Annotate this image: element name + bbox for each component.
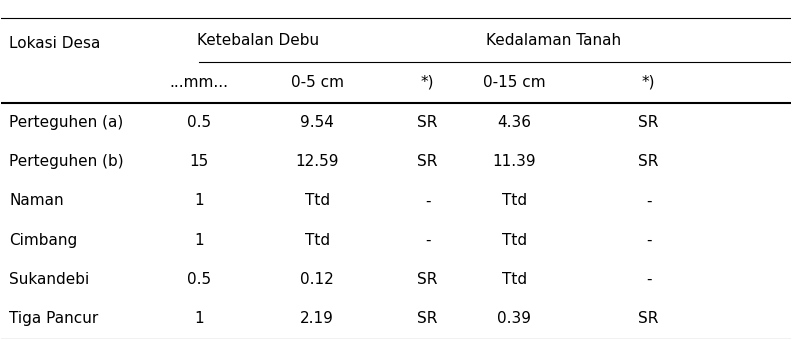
Text: 4.36: 4.36 — [497, 115, 531, 130]
Text: Perteguhen (b): Perteguhen (b) — [10, 154, 124, 169]
Text: 1: 1 — [194, 193, 204, 208]
Text: SR: SR — [417, 272, 438, 287]
Text: 0.5: 0.5 — [187, 272, 211, 287]
Text: Cimbang: Cimbang — [10, 233, 78, 248]
Text: -: - — [645, 233, 651, 248]
Text: -: - — [425, 233, 430, 248]
Text: Kedalaman Tanah: Kedalaman Tanah — [486, 33, 622, 48]
Text: Tiga Pancur: Tiga Pancur — [10, 311, 98, 326]
Text: 0.39: 0.39 — [497, 311, 531, 326]
Text: 0.5: 0.5 — [187, 115, 211, 130]
Text: -: - — [645, 272, 651, 287]
Text: 1: 1 — [194, 233, 204, 248]
Text: SR: SR — [417, 115, 438, 130]
Text: 0-15 cm: 0-15 cm — [483, 75, 546, 90]
Text: 11.39: 11.39 — [493, 154, 536, 169]
Text: Ttd: Ttd — [502, 272, 527, 287]
Text: 15: 15 — [189, 154, 208, 169]
Text: 1: 1 — [194, 311, 204, 326]
Text: Perteguhen (a): Perteguhen (a) — [10, 115, 124, 130]
Text: -: - — [425, 193, 430, 208]
Text: 9.54: 9.54 — [300, 115, 334, 130]
Text: 2.19: 2.19 — [300, 311, 334, 326]
Text: 0-5 cm: 0-5 cm — [291, 75, 344, 90]
Text: Lokasi Desa: Lokasi Desa — [10, 36, 101, 51]
Text: 12.59: 12.59 — [295, 154, 339, 169]
Text: SR: SR — [638, 311, 659, 326]
Text: Sukandebi: Sukandebi — [10, 272, 89, 287]
Text: Ttd: Ttd — [502, 193, 527, 208]
Text: -: - — [645, 193, 651, 208]
Text: Ttd: Ttd — [502, 233, 527, 248]
Text: SR: SR — [638, 154, 659, 169]
Text: Ketebalan Debu: Ketebalan Debu — [197, 33, 319, 48]
Text: Naman: Naman — [10, 193, 64, 208]
Text: SR: SR — [417, 311, 438, 326]
Text: ...mm...: ...mm... — [169, 75, 228, 90]
Text: Ttd: Ttd — [304, 193, 329, 208]
Text: SR: SR — [417, 154, 438, 169]
Text: *): *) — [421, 75, 434, 90]
Text: *): *) — [642, 75, 655, 90]
Text: SR: SR — [638, 115, 659, 130]
Text: Ttd: Ttd — [304, 233, 329, 248]
Text: 0.12: 0.12 — [300, 272, 334, 287]
